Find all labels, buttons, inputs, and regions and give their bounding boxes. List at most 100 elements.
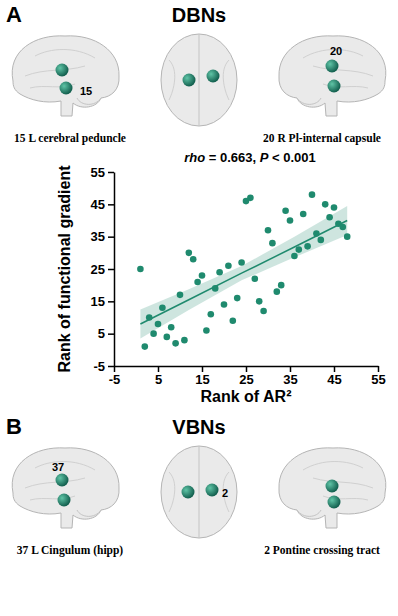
brain-node [60, 82, 73, 95]
panel-title: DBNs [172, 4, 226, 26]
brain-axial [161, 34, 237, 126]
brain-axial [161, 446, 237, 538]
point [247, 195, 254, 202]
point [322, 201, 329, 208]
node-label: 2 [222, 487, 228, 499]
tick-label: -5 [109, 372, 121, 387]
point [199, 272, 206, 279]
point [164, 334, 171, 341]
tick: 45 [327, 366, 341, 387]
point [225, 262, 232, 269]
tick: 15 [195, 366, 209, 387]
tick-mark [334, 366, 336, 372]
tick-mark [158, 366, 160, 372]
tick: 5 [155, 366, 162, 387]
point [238, 259, 245, 266]
point [159, 305, 166, 312]
brain-fold [297, 510, 321, 516]
tick: 55 [371, 366, 385, 387]
point [274, 288, 281, 295]
brain-fold [77, 510, 101, 516]
brain-node [183, 74, 196, 87]
tick-label: 55 [91, 165, 105, 180]
point [230, 317, 237, 324]
brain-outline [12, 36, 119, 116]
point [234, 295, 241, 302]
caption: 20 R Pl-internal capsule [263, 132, 381, 145]
point [313, 230, 320, 237]
brain-sagittal [279, 36, 386, 116]
point [194, 279, 201, 286]
brain-fold [169, 60, 229, 100]
brain-fold [77, 98, 101, 104]
brain-fold [25, 462, 95, 501]
tick-mark [108, 366, 114, 368]
point [340, 224, 347, 231]
brain-node [182, 486, 195, 499]
tick-label: 35 [283, 372, 297, 387]
chart: rho = 0.663, P < 0.001 -5 5 15 25 35 45 55 -5 5 15… [56, 150, 386, 405]
panel: ADBNs152015 L cerebral peduncle20 R Pl-i… [6, 2, 386, 145]
caption: 2 Pontine crossing tract [264, 544, 380, 557]
point [150, 330, 157, 337]
brain-outline [12, 448, 119, 528]
tick: 35 [91, 229, 114, 244]
chart-title: rho = 0.663, P < 0.001 [184, 150, 316, 165]
x-axis: -5 5 15 25 35 45 55 [109, 366, 386, 387]
point [216, 269, 223, 276]
brain-node [326, 60, 339, 73]
tick: 55 [91, 165, 114, 180]
point [265, 227, 272, 234]
point [309, 191, 316, 198]
tick-mark [290, 366, 292, 372]
node-label: 37 [52, 461, 64, 473]
fit-line [140, 221, 347, 324]
tick: 45 [91, 197, 114, 212]
y-axis: -5 5 15 25 35 45 55 [91, 165, 115, 374]
tick: -5 [93, 359, 114, 374]
tick-label: 15 [195, 372, 209, 387]
point [181, 337, 188, 344]
figure: ADBNs152015 L cerebral peduncle20 R Pl-i… [0, 0, 398, 616]
point [269, 240, 276, 247]
tick-label: 45 [327, 372, 341, 387]
brain-midline [199, 34, 200, 126]
point [296, 246, 303, 253]
point [331, 204, 338, 211]
point [177, 292, 184, 299]
tick-label: 15 [91, 294, 105, 309]
tick: -5 [109, 366, 121, 387]
brain-node [207, 70, 220, 83]
point [190, 256, 197, 263]
point [137, 266, 144, 273]
panel: BVBNs37237 L Cingulum (hipp)2 Pontine cr… [6, 414, 386, 557]
brain-node [58, 494, 71, 507]
tick: 5 [98, 326, 114, 341]
panel-letter: B [6, 414, 22, 439]
tick-label: 25 [239, 372, 253, 387]
point [318, 237, 325, 244]
brain-midline [199, 446, 200, 538]
panel-letter: A [6, 2, 22, 27]
tick-mark [108, 333, 114, 335]
tick-label: -5 [93, 359, 105, 374]
point [186, 250, 193, 257]
tick: 25 [239, 366, 253, 387]
point [344, 233, 351, 240]
brain-outline [161, 446, 237, 538]
point [326, 214, 333, 221]
tick: 35 [283, 366, 297, 387]
point [300, 211, 307, 218]
tick: 25 [91, 262, 114, 277]
panel-title: VBNs [172, 416, 225, 438]
point [168, 324, 175, 331]
confidence-band [140, 206, 347, 339]
node-label: 20 [330, 45, 342, 57]
node-label: 15 [80, 85, 92, 97]
point [155, 321, 162, 328]
tick-label: 45 [91, 197, 105, 212]
brain-fold [25, 50, 95, 89]
point [252, 275, 259, 282]
tick: 15 [91, 294, 114, 309]
tick-label: 5 [98, 326, 105, 341]
